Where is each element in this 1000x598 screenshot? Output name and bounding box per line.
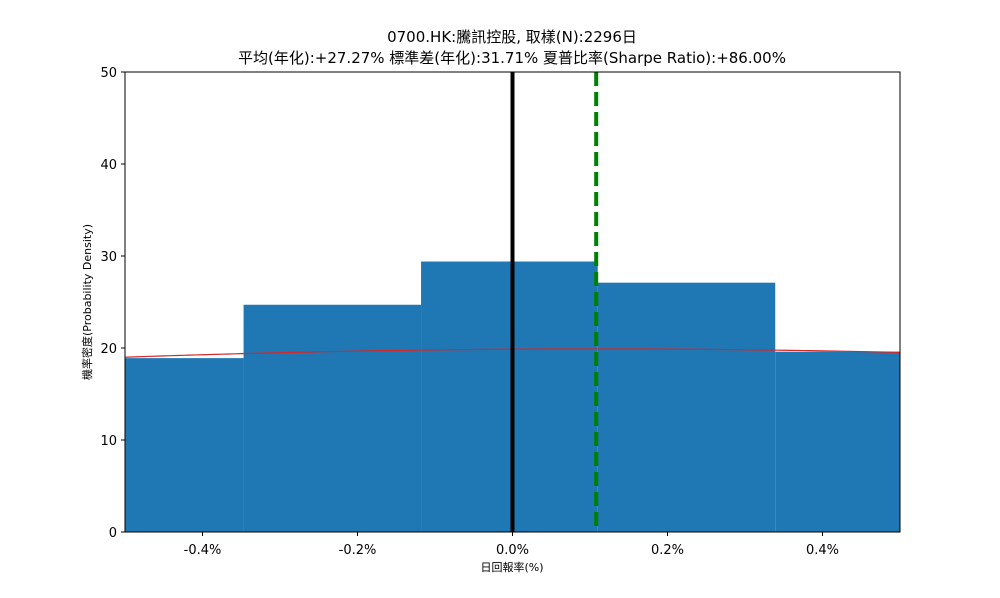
y-tick-label: 10 xyxy=(100,434,117,449)
y-tick-label: 20 xyxy=(100,342,117,357)
histogram-bar-4 xyxy=(597,282,776,532)
y-tick-label: 30 xyxy=(100,250,117,265)
x-tick-label: 0.4% xyxy=(806,543,839,558)
histogram-bar-3 xyxy=(421,261,598,532)
x-axis-ticks: -0.4% -0.2% 0.0% 0.2% 0.4% xyxy=(184,532,839,558)
histogram-bar-1 xyxy=(125,358,244,532)
y-tick-label: 0 xyxy=(109,526,117,541)
y-axis-label: 機率密度(Probability Density) xyxy=(80,224,94,380)
x-axis-label: 日回報率(%) xyxy=(480,560,543,574)
vlines-layer xyxy=(510,72,599,532)
bars-layer xyxy=(125,261,900,532)
y-tick-label: 50 xyxy=(100,66,117,81)
histogram-bar-2 xyxy=(243,304,422,532)
x-tick-label: 0.2% xyxy=(651,543,684,558)
x-tick-label: -0.2% xyxy=(339,543,377,558)
chart-title-line1: 0700.HK:騰訊控股, 取樣(N):2296日 xyxy=(387,28,637,46)
x-tick-label: -0.4% xyxy=(184,543,222,558)
y-tick-label: 40 xyxy=(100,158,117,173)
x-tick-label: 0.0% xyxy=(496,543,529,558)
histogram-bar-5 xyxy=(775,351,900,532)
chart-title-line2: 平均(年化):+27.27% 標準差(年化):31.71% 夏普比率(Sharp… xyxy=(238,49,786,67)
y-axis-ticks: 0 10 20 30 40 50 xyxy=(100,66,125,541)
